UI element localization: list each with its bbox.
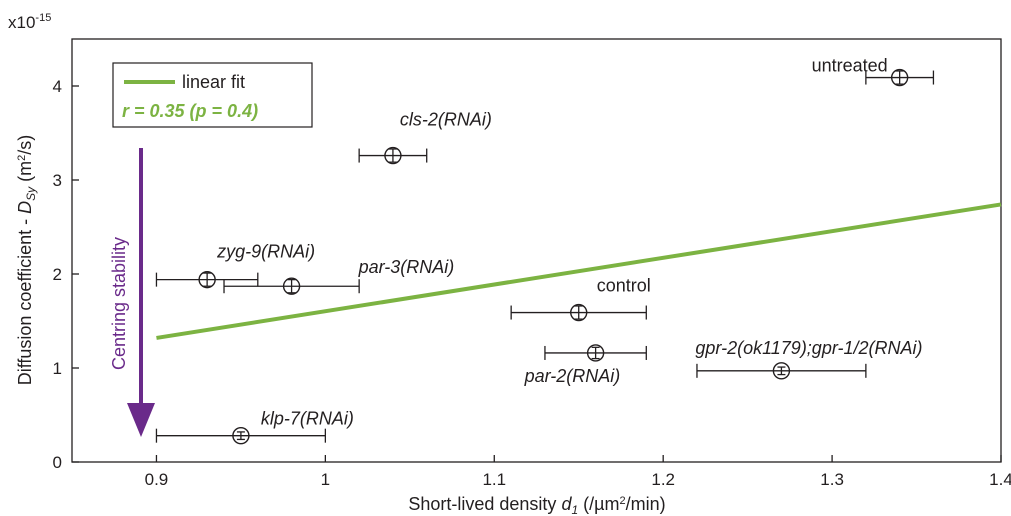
x-axis-title-var: d <box>561 494 572 514</box>
linear-fit-line <box>156 202 1002 340</box>
y-axis-title-var: D <box>15 201 35 214</box>
data-point: par-3(RNAi) <box>223 257 455 295</box>
x-axis-title-main: Short-lived density <box>408 494 561 514</box>
y-axis-title-main: Diffusion coefficient - <box>15 214 35 385</box>
point-marker <box>198 270 216 289</box>
x-tick-label: 1.3 <box>820 470 844 489</box>
point-label: klp-7(RNAi) <box>261 409 354 429</box>
data-point: klp-7(RNAi) <box>155 409 354 445</box>
y-tick-label: 3 <box>53 171 62 190</box>
legend-fit-label: linear fit <box>182 72 245 92</box>
data-point: zyg-9(RNAi) <box>155 242 315 289</box>
legend-stat: r = 0.35 (p = 0.4) <box>122 101 258 121</box>
y-multiplier: x10-15 <box>8 12 51 32</box>
data-point: gpr-2(ok1179);gpr-1/2(RNAi) <box>695 338 923 380</box>
data-point: untreated <box>812 56 935 87</box>
point-label: gpr-2(ok1179);gpr-1/2(RNAi) <box>695 338 922 358</box>
point-marker <box>772 362 791 380</box>
point-label: cls-2(RNAi) <box>400 110 492 130</box>
point-label: par-3(RNAi) <box>358 257 455 277</box>
y-axis-title: Diffusion coefficient - DSy (m2/s) <box>15 135 38 386</box>
y-tick-label: 4 <box>53 77 62 96</box>
y-axis-title-sub: Sy <box>24 186 38 201</box>
y-axis-title-sup: 2 <box>16 155 28 161</box>
axis-ticks: 0.9 1 1.1 1.2 1.3 1.4 0 1 2 3 4 <box>53 77 1011 489</box>
point-marker <box>232 426 250 445</box>
point-label: par-2(RNAi) <box>524 366 621 386</box>
point-label: control <box>597 276 651 296</box>
centring-stability-annotation: Centring stability <box>109 148 155 437</box>
annotation-text: Centring stability <box>109 237 129 370</box>
legend-box <box>112 62 313 128</box>
y-axis-title-unit-end: /s) <box>15 135 35 155</box>
point-marker <box>890 68 909 87</box>
x-tick-label: 1.4 <box>989 470 1011 489</box>
point-marker <box>282 277 301 295</box>
points-layer: untreated cls-2(RNAi) zyg-9(RNAi) par-3(RNA… <box>155 56 935 445</box>
y-tick-label: 2 <box>53 265 62 284</box>
data-point: cls-2(RNAi) <box>358 110 492 165</box>
fit-layer <box>156 202 1002 340</box>
y-multiplier-exp: -15 <box>35 12 51 24</box>
point-label: zyg-9(RNAi) <box>216 242 315 262</box>
plot-frame <box>71 38 1002 463</box>
annotation-arrow-head <box>127 403 155 437</box>
point-marker <box>384 146 402 165</box>
x-axis-title-sub: 1 <box>571 503 578 516</box>
y-tick-label: 1 <box>53 359 62 378</box>
x-axis-title-sup: 2 <box>620 495 626 507</box>
x-tick-label: 1.2 <box>651 470 675 489</box>
y-tick-label: 0 <box>53 453 62 472</box>
point-marker <box>570 303 588 322</box>
x-axis-title-unit: (/µm <box>578 494 619 514</box>
x-axis-title-unit-end: /min) <box>626 494 666 514</box>
x-tick-label: 1 <box>321 470 330 489</box>
point-marker <box>586 344 605 362</box>
y-axis-title-unit: (m <box>15 161 35 187</box>
y-multiplier-base: x10 <box>8 13 35 32</box>
x-axis-title: Short-lived density d1 (/µm2/min) <box>408 494 665 516</box>
x-tick-label: 0.9 <box>145 470 169 489</box>
data-point: par-2(RNAi) <box>524 344 647 386</box>
legend: linear fit r = 0.35 (p = 0.4) <box>112 62 313 128</box>
x-tick-label: 1.1 <box>482 470 506 489</box>
point-label: untreated <box>812 56 888 76</box>
data-point: control <box>510 276 651 322</box>
